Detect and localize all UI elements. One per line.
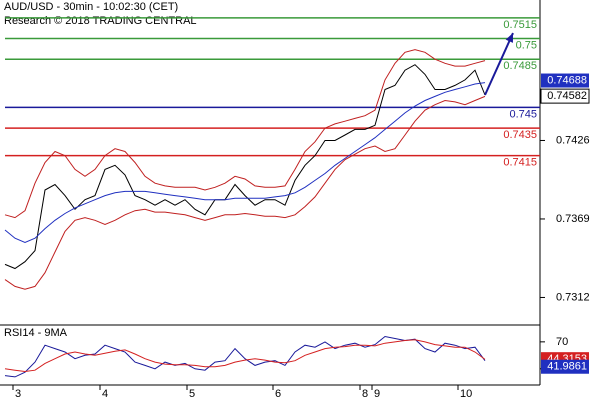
level-label: 0.75 bbox=[516, 39, 537, 51]
y-tick-label: 0.7312 bbox=[556, 291, 590, 303]
y-tick-label: 70 bbox=[556, 336, 568, 348]
y-tick-label: 0.7369 bbox=[556, 213, 590, 225]
series-line bbox=[4, 64, 486, 270]
series-line bbox=[4, 339, 486, 373]
forecast-arrowhead bbox=[505, 33, 513, 43]
x-tick-label: 3 bbox=[15, 388, 21, 400]
level-label: 0.7515 bbox=[503, 19, 537, 31]
chart-subtitle: Research © 2018 TRADING CENTRAL bbox=[4, 15, 197, 27]
x-tick-label: 8 bbox=[362, 388, 368, 400]
forecast-arrow bbox=[484, 32, 514, 96]
price-tag-label: 0.74582 bbox=[547, 90, 587, 102]
x-tick-label: 9 bbox=[374, 388, 380, 400]
x-tick-label: 5 bbox=[189, 388, 195, 400]
series-line bbox=[4, 49, 486, 219]
x-tick-label: 10 bbox=[460, 388, 472, 400]
chart-title: AUD/USD - 30min - 10:02:30 (CET) bbox=[4, 1, 178, 13]
price-tag bbox=[541, 359, 589, 374]
level-label: 0.7435 bbox=[503, 129, 537, 141]
price-tag-label: 0.74688 bbox=[547, 74, 587, 86]
series-line bbox=[4, 82, 486, 243]
y-tick-label: 0.7426 bbox=[556, 134, 590, 146]
level-label: 0.7415 bbox=[503, 157, 537, 169]
level-label: 0.745 bbox=[509, 108, 537, 120]
x-tick-label: 4 bbox=[102, 388, 108, 400]
rsi-title: RSI14 - 9MA bbox=[4, 327, 68, 339]
price-tag bbox=[540, 88, 590, 104]
level-label: 0.7485 bbox=[503, 60, 537, 72]
price-tag-label: 41.9861 bbox=[547, 361, 587, 373]
series-line bbox=[4, 95, 486, 290]
price-tag bbox=[541, 73, 589, 88]
x-tick-label: 6 bbox=[275, 388, 281, 400]
